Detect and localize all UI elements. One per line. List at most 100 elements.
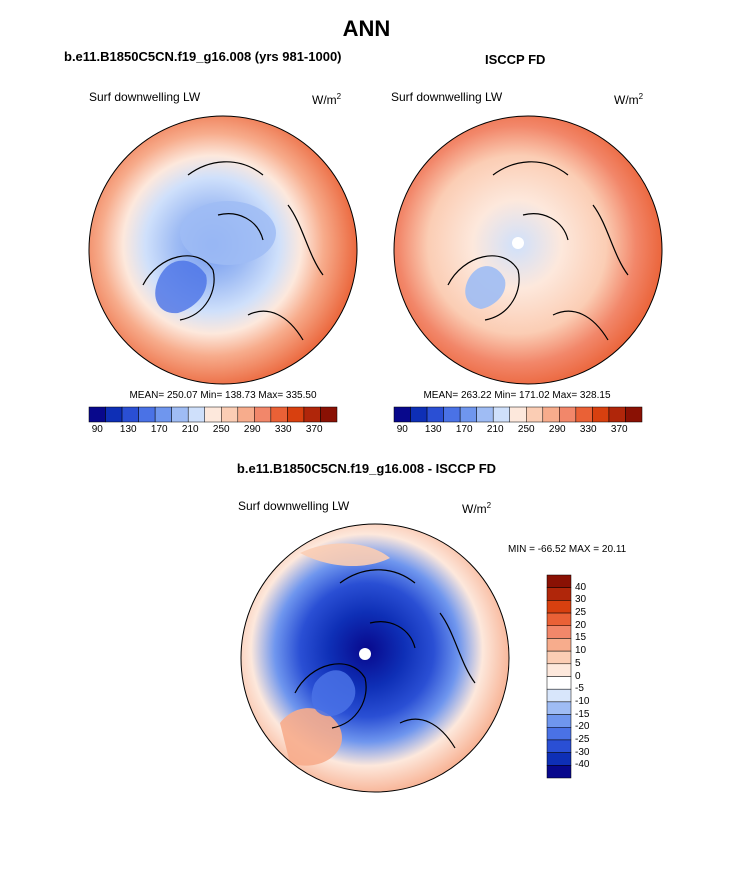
colorbar-swatch [492,406,510,423]
colorbar-swatch [546,688,572,703]
colorbar-tick-label: 250 [517,424,535,435]
diff-coastline [294,569,476,749]
diff-map-border [240,523,510,793]
colorbar-swatch [546,714,572,728]
obs-units-sup: 2 [638,92,644,101]
colorbar-swatch [237,406,255,423]
model-polar-map [88,115,358,385]
colorbar-swatch [546,625,572,639]
colorbar-tick-label: 20 [575,619,587,631]
colorbar-tick-label: 40 [575,581,587,593]
colorbar-tick-label: 25 [575,607,587,619]
colorbar-tick-label: 130 [119,424,137,435]
model-map-border [88,115,358,385]
colorbar-swatch [559,406,577,423]
model-units-base: W/m [312,93,337,107]
obs-colorbar [393,406,643,423]
colorbar-swatch [204,406,222,423]
colorbar-swatch [509,406,527,423]
colorbar-tick-label: 370 [305,424,323,435]
colorbar-swatch [546,638,572,652]
colorbar-swatch [303,406,321,423]
colorbar-swatch [105,406,123,423]
obs-stats: MEAN= 263.22 Min= 171.02 Max= 328.15 [423,390,611,401]
colorbar-swatch [393,406,411,423]
colorbar-tick-label: 90 [396,424,408,435]
colorbar-tick-label: 290 [243,424,261,435]
colorbar-swatch [546,663,572,677]
colorbar-swatch [187,406,205,423]
colorbar-tick-label: 330 [579,424,597,435]
model-stats: MEAN= 250.07 Min= 138.73 Max= 335.50 [129,390,317,401]
model-colorbar [88,406,338,423]
page-title: ANN [342,16,391,41]
colorbar-swatch [410,406,428,423]
colorbar-swatch [443,406,461,423]
model-units-label: W/m2 [312,92,341,107]
colorbar-swatch [459,406,477,423]
diff-colorbar [546,574,572,779]
colorbar-swatch [546,727,572,741]
obs-units-label: W/m2 [614,92,643,107]
colorbar-tick-label: -15 [575,708,590,720]
colorbar-swatch [546,587,572,601]
colorbar-swatch [546,574,572,588]
obs-greenland-anomaly [465,266,506,309]
obs-colorbar-ticks: 90 130 170 210 250 290 330 370 [394,424,642,438]
colorbar-swatch [592,406,610,423]
colorbar-swatch [254,406,272,423]
colorbar-swatch [526,406,544,423]
colorbar-swatch [88,406,106,423]
colorbar-swatch [546,752,572,766]
colorbar-swatch [320,406,338,423]
colorbar-swatch [546,701,572,715]
colorbar-swatch [426,406,444,423]
colorbar-swatch [154,406,172,423]
model-arctic-ocean [180,201,276,265]
colorbar-tick-label: 330 [274,424,292,435]
obs-coastline [447,161,629,341]
colorbar-tick-label: -40 [575,759,590,771]
colorbar-tick-label: 170 [150,424,168,435]
diff-map-field [241,524,509,792]
model-panel-title: b.e11.B1850C5CN.f19_g16.008 (yrs 981-100… [64,49,342,64]
diff-stats: MIN = -66.52 MAX = 20.11 [508,544,627,555]
colorbar-swatch [625,406,643,423]
model-variable-label: Surf downwelling LW [89,90,201,104]
colorbar-tick-label: 170 [455,424,473,435]
colorbar-tick-label: -10 [575,695,590,707]
diff-warm-region-south [280,708,342,766]
model-units-sup: 2 [336,92,342,101]
colorbar-tick-label: 0 [575,670,581,682]
diff-polar-map [240,523,510,793]
obs-polar-map [393,115,663,385]
obs-map-field [394,116,662,384]
colorbar-swatch [575,406,593,423]
colorbar-swatch [546,739,572,753]
diff-colorbar-ticks: 40 30 25 20 15 10 5 0 -5 -10 -15 -20 -25 -30 -40 [575,575,615,778]
colorbar-tick-label: 130 [424,424,442,435]
diff-greenland-anomaly [311,670,356,717]
colorbar-tick-label: 250 [212,424,230,435]
colorbar-swatch [221,406,239,423]
colorbar-tick-label: 30 [575,594,587,606]
colorbar-swatch [546,600,572,614]
diff-units-sup: 2 [486,501,492,510]
colorbar-tick-label: 15 [575,632,587,644]
colorbar-tick-label: 5 [575,657,581,669]
obs-units-base: W/m [614,93,639,107]
diff-units-label: W/m2 [462,501,491,516]
colorbar-tick-label: -5 [575,683,584,695]
diff-variable-label: Surf downwelling LW [238,499,350,513]
colorbar-swatch [171,406,189,423]
colorbar-swatch [608,406,626,423]
diff-pole-hole [359,648,371,660]
colorbar-tick-label: -20 [575,721,590,733]
colorbar-tick-label: -30 [575,746,590,758]
colorbar-swatch [546,676,572,690]
obs-variable-label: Surf downwelling LW [391,90,503,104]
colorbar-swatch [476,406,494,423]
colorbar-swatch [542,406,560,423]
colorbar-tick-label: 370 [610,424,628,435]
diff-warm-region-top [300,543,390,567]
